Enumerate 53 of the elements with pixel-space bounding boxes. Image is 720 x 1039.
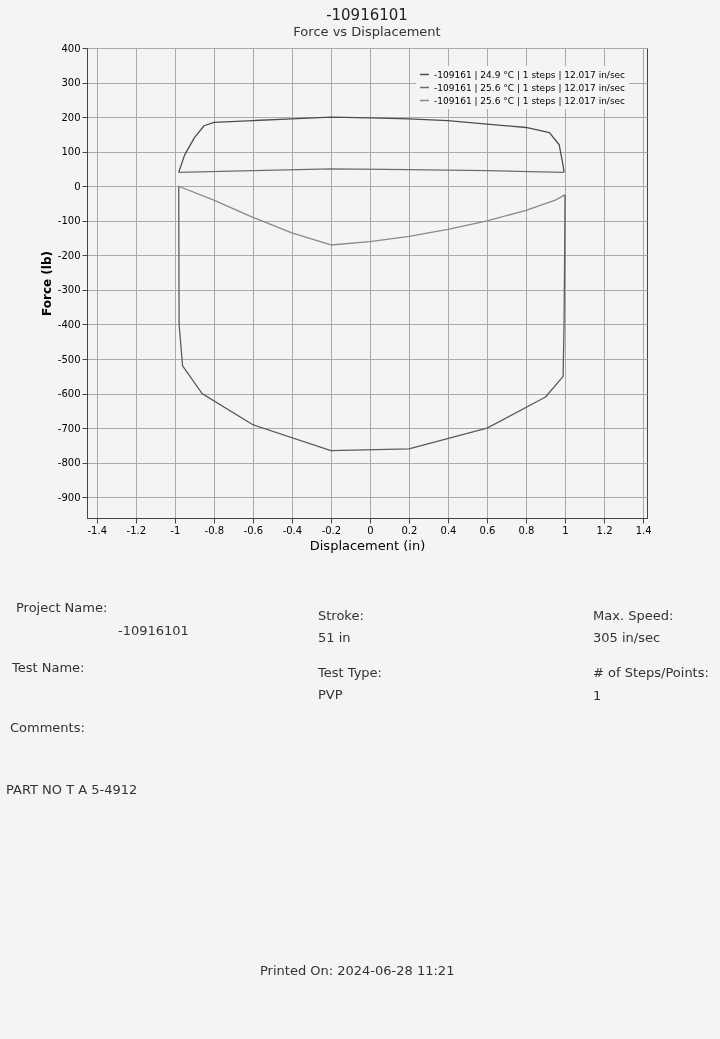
line-series bbox=[178, 116, 565, 174]
text: Printed On: 2024-06-28 11:21 bbox=[260, 963, 455, 978]
x-tick-label: 0.6 bbox=[479, 524, 496, 536]
line-series bbox=[178, 185, 566, 246]
legend-label: -109161 | 25.6 °C | 1 steps | 12.017 in/sec bbox=[434, 95, 626, 106]
text: 1 bbox=[593, 688, 602, 703]
y-tick-label: -300 bbox=[57, 284, 81, 296]
x-tick-label: -1 bbox=[170, 524, 181, 536]
y-tick-label: -700 bbox=[57, 422, 81, 434]
y-tick-label: -400 bbox=[57, 318, 81, 330]
y-tick-label: 0 bbox=[74, 180, 81, 192]
x-tick-label: -0.4 bbox=[282, 524, 303, 536]
y-tick-label: 300 bbox=[61, 77, 81, 89]
text: PART NO T A 5-4912 bbox=[6, 782, 138, 797]
x-tick-label: 0.4 bbox=[440, 524, 457, 536]
text: Max. Speed: bbox=[593, 608, 674, 623]
y-tick-label: 200 bbox=[61, 111, 81, 123]
x-tick-label: 0.8 bbox=[518, 524, 535, 536]
text: Project Name: bbox=[16, 600, 108, 615]
text: 51 in bbox=[318, 630, 351, 645]
text: PVP bbox=[318, 687, 343, 702]
text: Test Name: bbox=[12, 660, 85, 675]
x-tick-label: -0.2 bbox=[321, 524, 342, 536]
y-tick-label: -600 bbox=[57, 388, 81, 400]
text: -10916101 bbox=[118, 623, 189, 638]
x-axis-title: Displacement (in) bbox=[309, 537, 426, 553]
legend-label: -109161 | 25.6 °C | 1 steps | 12.017 in/sec bbox=[434, 82, 626, 93]
x-tick-label: 0 bbox=[367, 524, 374, 536]
x-tick-label: 1.2 bbox=[596, 524, 613, 536]
x-tick-label: 1.4 bbox=[635, 524, 652, 536]
y-tick-label: -500 bbox=[57, 353, 81, 365]
text: Stroke: bbox=[318, 608, 364, 623]
y-tick-label: -100 bbox=[57, 215, 81, 227]
x-tick-label: 1 bbox=[562, 524, 569, 536]
y-axis-title: Force (lb) bbox=[39, 251, 54, 316]
x-tick-label: -0.6 bbox=[243, 524, 264, 536]
y-tick-label: -800 bbox=[57, 457, 81, 469]
y-tick-label: -900 bbox=[57, 491, 81, 503]
text: # of Steps/Points: bbox=[593, 665, 709, 680]
chart-subtitle: Force vs Displacement bbox=[293, 24, 441, 39]
x-tick-label: -1.2 bbox=[126, 524, 147, 536]
y-tick-label: 100 bbox=[61, 146, 81, 158]
text: Comments: bbox=[10, 720, 85, 735]
line-series bbox=[178, 185, 566, 452]
chart-title: -10916101 bbox=[326, 6, 408, 24]
text: Test Type: bbox=[318, 665, 382, 680]
text: 305 in/sec bbox=[593, 630, 661, 645]
x-tick-label: -1.4 bbox=[87, 524, 108, 536]
x-tick-label: -0.8 bbox=[204, 524, 225, 536]
y-tick-label: -200 bbox=[57, 249, 81, 261]
legend-label: -109161 | 24.9 °C | 1 steps | 12.017 in/sec bbox=[434, 69, 626, 80]
x-tick-label: 0.2 bbox=[401, 524, 418, 536]
y-tick-label: 400 bbox=[61, 42, 81, 54]
